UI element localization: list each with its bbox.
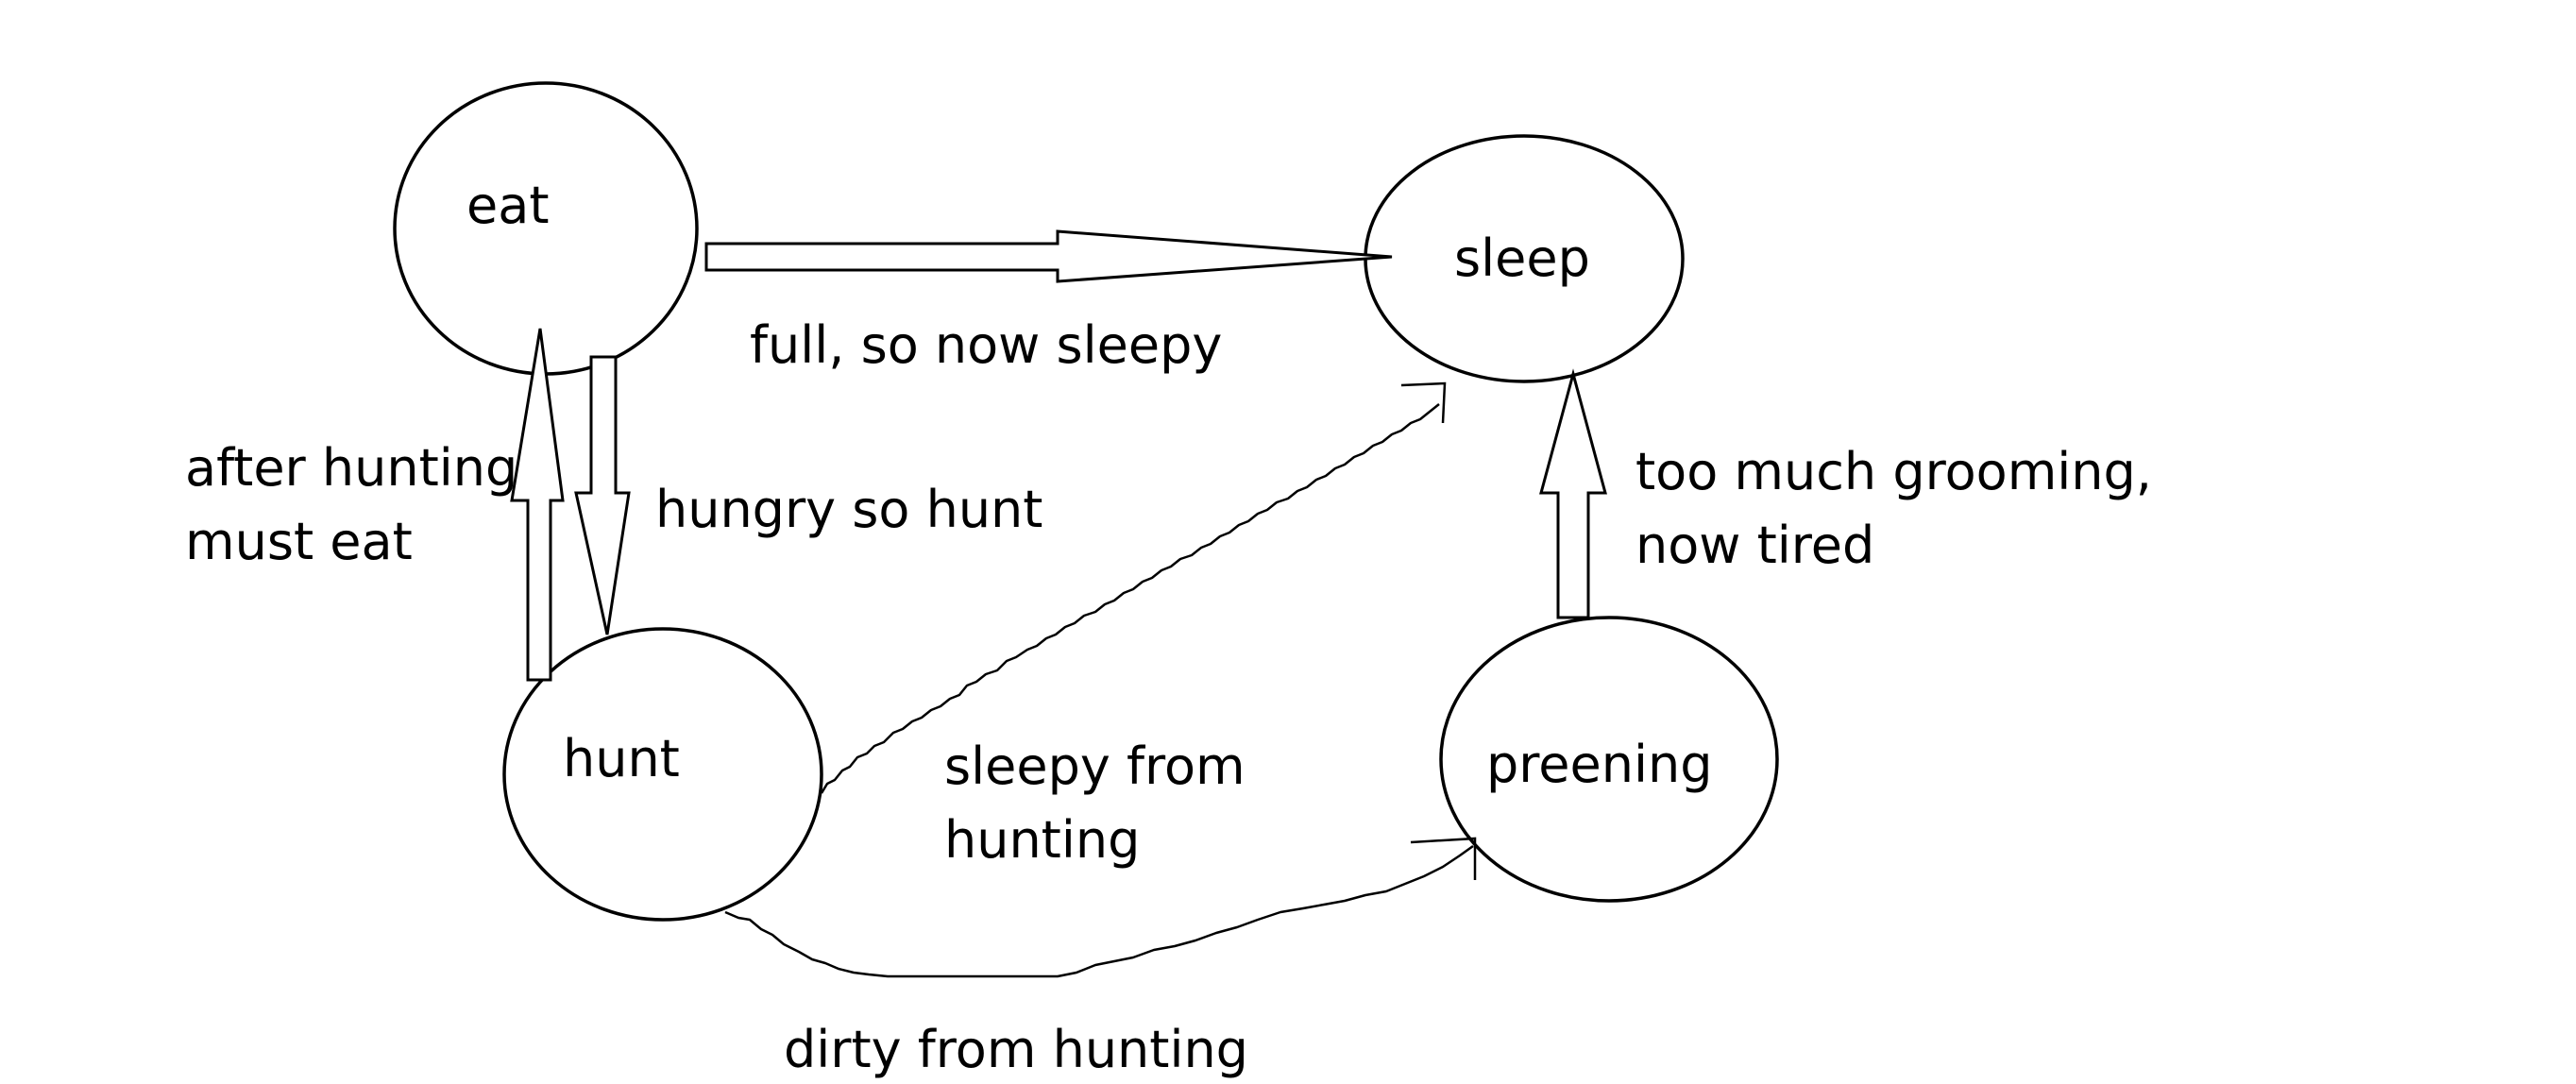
- label-hunt-to-sleep-line2: hunting: [944, 810, 1140, 870]
- label-hunt-to-sleep-line1: sleepy from: [944, 737, 1246, 796]
- label-preening-to-sleep-line2: now tired: [1635, 516, 1874, 575]
- state-hunt: [502, 627, 823, 922]
- arrowhead-hunt-to-sleep: [1400, 381, 1447, 424]
- label-eat-to-sleep: full, so now sleepy: [750, 315, 1222, 375]
- arrow-hunt-to-preening: [724, 844, 1474, 978]
- state-label-eat: eat: [466, 176, 550, 235]
- label-hunt-to-eat-line2: must eat: [185, 512, 413, 571]
- label-hunt-to-preening: dirty from hunting: [784, 1020, 1248, 1079]
- arrow-hunt-to-eat: [510, 328, 565, 682]
- state-preening: [1439, 616, 1779, 903]
- arrowhead-hunt-to-preening: [1410, 837, 1477, 880]
- arrow-hunt-to-sleep: [820, 403, 1440, 794]
- label-eat-to-hunt: hungry so hunt: [655, 480, 1042, 539]
- label-preening-to-sleep-line1: too much grooming,: [1635, 442, 2152, 501]
- arrow-eat-to-sleep: [704, 229, 1393, 283]
- state-label-hunt: hunt: [563, 729, 680, 788]
- state-label-preening: preening: [1486, 735, 1712, 794]
- arrow-eat-to-hunt: [574, 355, 631, 635]
- label-hunt-to-eat-line1: after hunting: [185, 438, 517, 498]
- arrow-preening-to-sleep: [1539, 368, 1607, 619]
- state-label-sleep: sleep: [1454, 229, 1590, 288]
